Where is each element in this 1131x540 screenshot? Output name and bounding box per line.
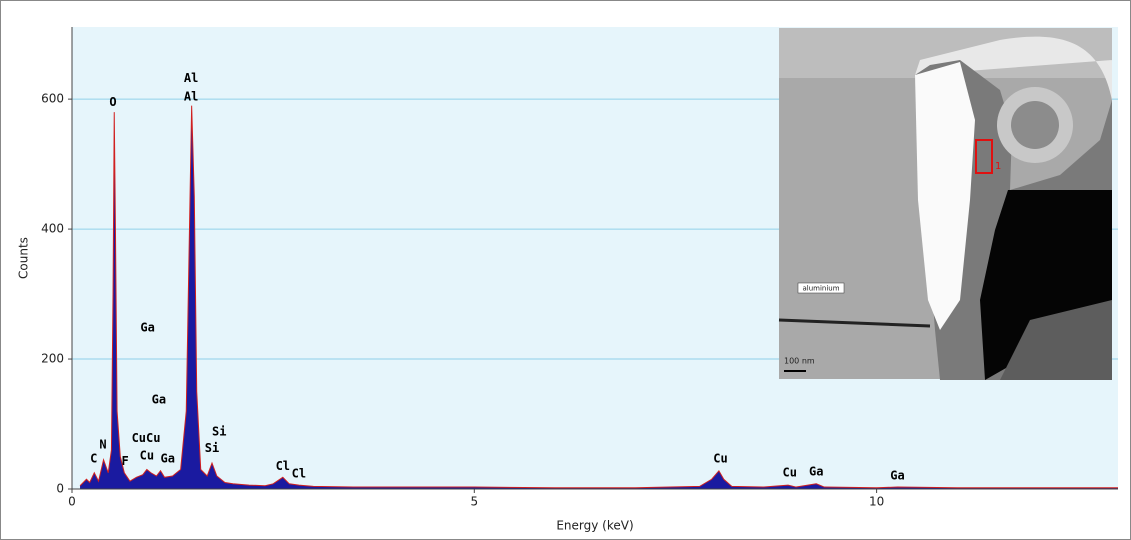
peak-label: Cu xyxy=(782,465,796,479)
spectrum-area xyxy=(80,105,1118,490)
y-tick-label: 600 xyxy=(41,92,64,106)
region-box xyxy=(975,139,993,174)
inset-layer xyxy=(915,28,1112,100)
spectrum-line xyxy=(79,105,1118,489)
inset-label-box xyxy=(797,282,845,294)
peak-label: Cl xyxy=(292,467,306,481)
peak-label: Ga xyxy=(140,320,154,334)
y-tick-label: 200 xyxy=(41,352,64,366)
x-tick-label: 10 xyxy=(869,495,884,509)
x-axis-label: Energy (keV) xyxy=(556,519,633,533)
peak-label: Al xyxy=(184,90,198,104)
peak-label: Si xyxy=(205,441,219,455)
peak-label: Ga xyxy=(890,469,904,483)
peak-label: Si xyxy=(212,424,226,438)
y-tick-label: 400 xyxy=(41,222,64,236)
peak-label: Cu xyxy=(713,452,727,466)
inset-dark xyxy=(980,190,1112,380)
x-tick-label: 0 xyxy=(68,495,76,509)
peak-label: N xyxy=(99,437,106,451)
peak-label: Ga xyxy=(161,452,175,466)
y-tick-label: 0 xyxy=(56,482,64,496)
peak-label: O xyxy=(109,95,116,109)
y-axis-label: Counts xyxy=(17,237,31,279)
peak-label: Ga xyxy=(152,392,166,406)
peak-label: Cl xyxy=(276,459,290,473)
peak-label: Cu xyxy=(140,448,154,462)
peak-label: Ga xyxy=(809,465,823,479)
peak-label: F xyxy=(121,454,128,468)
inset-line xyxy=(778,318,931,328)
scale-bar-label: 100 nm xyxy=(784,357,815,366)
inset-white xyxy=(915,62,975,330)
peak-label: Al xyxy=(184,71,198,85)
x-tick-label: 5 xyxy=(470,495,478,509)
peak-label: C xyxy=(90,452,97,466)
region-label: 1 xyxy=(995,161,1001,172)
inset-label: aluminium xyxy=(802,285,839,293)
inset-dark xyxy=(1000,300,1112,380)
inset-ring xyxy=(1011,101,1059,149)
inset-image: aluminium 100 nm 1 xyxy=(778,28,1112,380)
peak-label: CuCu xyxy=(132,431,161,445)
